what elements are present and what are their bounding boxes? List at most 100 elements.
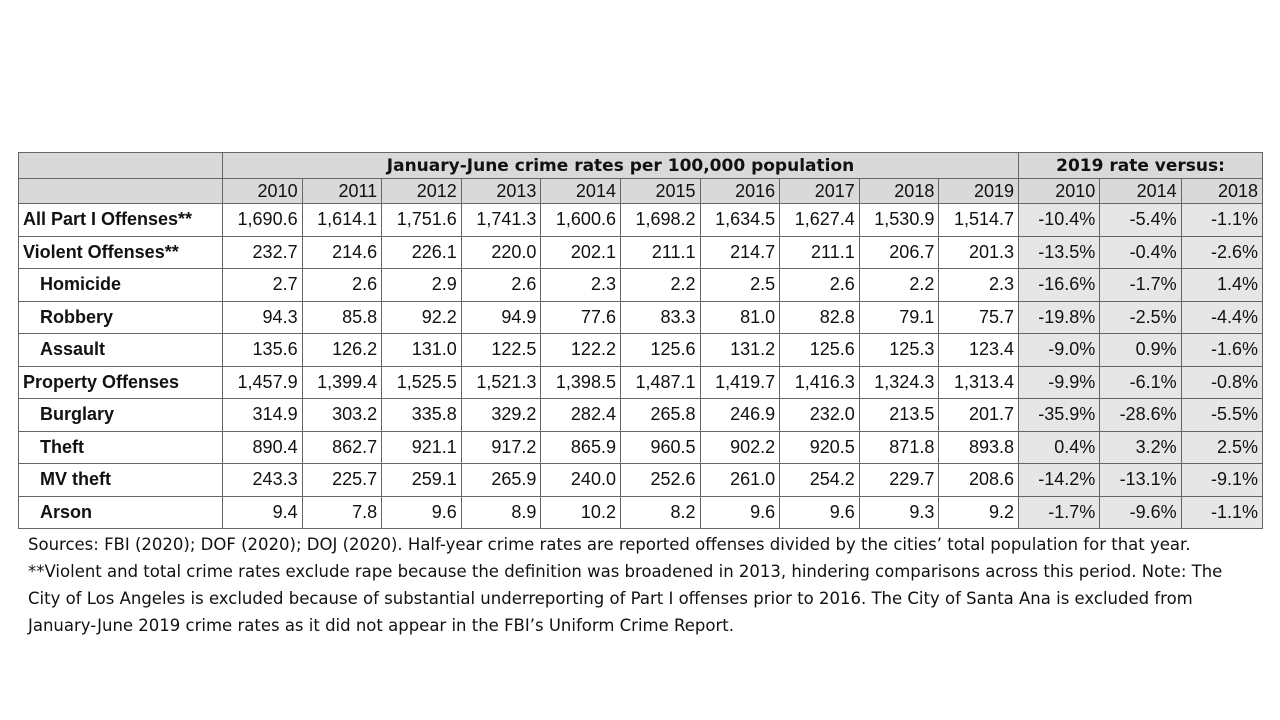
year-header: 2017	[779, 178, 860, 204]
row-label: Assault	[18, 333, 223, 367]
table-row: Theft 890.4 862.7 921.1 917.2 865.9 960.5 902.2…	[18, 430, 1264, 464]
rate-cell: 9.6	[779, 495, 860, 529]
rate-cell: 9.3	[858, 495, 940, 529]
rate-cell: 1,416.3	[779, 365, 860, 399]
rate-cell: 1,525.5	[381, 365, 462, 399]
change-cell: -5.4%	[1099, 203, 1182, 237]
rate-cell: 226.1	[381, 235, 462, 269]
crime-rates-table: January-June crime rates per 100,000 pop…	[18, 152, 1264, 529]
group-header-row: January-June crime rates per 100,000 pop…	[18, 152, 1263, 179]
rate-cell: 1,634.5	[699, 203, 781, 237]
change-cell: -0.4%	[1099, 235, 1182, 269]
table-row: Property Offenses 1,457.9 1,399.4 1,525.5 1,…	[18, 365, 1264, 399]
rate-cell: 902.2	[699, 430, 781, 464]
table-caption: Sources: FBI (2020); DOF (2020); DOJ (20…	[28, 535, 1223, 635]
table-row: Violent Offenses** 232.7 214.6 226.1 220.0 20…	[18, 235, 1264, 269]
change-cell: -35.9%	[1018, 398, 1101, 432]
year-header: 2019	[938, 178, 1020, 204]
table-row: Homicide 2.7 2.6 2.9 2.6 2.3 2.2 2.5 2.6 2.2 2.3 -1…	[18, 268, 1264, 302]
rate-cell: 208.6	[938, 463, 1020, 497]
rate-cell: 225.7	[301, 463, 383, 497]
change-cell: -1.1%	[1180, 203, 1264, 237]
rate-cell: 2.3	[938, 268, 1020, 302]
rate-cell: 211.1	[779, 235, 860, 269]
rate-cell: 2.9	[381, 268, 462, 302]
rate-cell: 282.4	[540, 398, 621, 432]
rate-cell: 917.2	[460, 430, 542, 464]
rate-cell: 1,398.5	[540, 365, 621, 399]
change-cell: -9.6%	[1099, 495, 1182, 529]
rate-cell: 1,698.2	[619, 203, 701, 237]
change-cell: 0.4%	[1018, 430, 1101, 464]
rate-cell: 7.8	[301, 495, 383, 529]
rate-cell: 131.2	[699, 333, 781, 367]
rate-cell: 246.9	[699, 398, 781, 432]
rate-cell: 125.6	[619, 333, 701, 367]
rate-cell: 10.2	[540, 495, 621, 529]
change-cell: -28.6%	[1099, 398, 1182, 432]
rate-cell: 243.3	[222, 463, 303, 497]
rate-cell: 202.1	[540, 235, 621, 269]
change-cell: 1.4%	[1180, 268, 1264, 302]
rate-cell: 8.9	[460, 495, 542, 529]
rate-cell: 77.6	[540, 300, 621, 334]
rate-cell: 1,399.4	[301, 365, 383, 399]
rate-cell: 126.2	[301, 333, 383, 367]
rate-cell: 81.0	[699, 300, 781, 334]
rate-cell: 201.7	[938, 398, 1020, 432]
rate-cell: 1,487.1	[619, 365, 701, 399]
change-cell: -1.7%	[1099, 268, 1182, 302]
rate-cell: 1,419.7	[699, 365, 781, 399]
rate-cell: 921.1	[381, 430, 462, 464]
rate-cell: 1,600.6	[540, 203, 621, 237]
rate-cell: 125.6	[779, 333, 860, 367]
rate-cell: 232.7	[222, 235, 303, 269]
rate-cell: 1,614.1	[301, 203, 383, 237]
table-row: Assault 135.6 126.2 131.0 122.5 122.2 125.6 131…	[18, 333, 1264, 367]
year-header: 2013	[460, 178, 542, 204]
rate-cell: 75.7	[938, 300, 1020, 334]
table-row: Burglary 314.9 303.2 335.8 329.2 282.4 265.8 24…	[18, 398, 1264, 432]
row-label: MV theft	[18, 463, 223, 497]
change-cell: -19.8%	[1018, 300, 1101, 334]
change-cell: 0.9%	[1099, 333, 1182, 367]
empty-corner	[18, 178, 223, 204]
rate-cell: 214.7	[699, 235, 781, 269]
rate-cell: 1,324.3	[858, 365, 940, 399]
year-header: 2018	[858, 178, 940, 204]
rate-cell: 254.2	[779, 463, 860, 497]
rate-cell: 871.8	[858, 430, 940, 464]
rate-cell: 229.7	[858, 463, 940, 497]
rate-cell: 240.0	[540, 463, 621, 497]
row-label: Theft	[18, 430, 223, 464]
compare-year-header: 2010	[1018, 178, 1101, 204]
rate-cell: 1,521.3	[460, 365, 542, 399]
rate-cell: 2.2	[858, 268, 940, 302]
rate-cell: 2.6	[460, 268, 542, 302]
change-cell: -1.1%	[1180, 495, 1264, 529]
rate-cell: 314.9	[222, 398, 303, 432]
rate-cell: 123.4	[938, 333, 1020, 367]
row-label: All Part I Offenses**	[18, 203, 223, 237]
rate-cell: 261.0	[699, 463, 781, 497]
rate-cell: 265.9	[460, 463, 542, 497]
rate-cell: 131.0	[381, 333, 462, 367]
year-header-row: 2010 2011 2012 2013 2014 2015 2016 2017 2018 2019…	[18, 178, 1264, 204]
rate-cell: 2.3	[540, 268, 621, 302]
rate-cell: 2.6	[301, 268, 383, 302]
change-cell: -2.5%	[1099, 300, 1182, 334]
change-cell: -13.1%	[1099, 463, 1182, 497]
rate-cell: 83.3	[619, 300, 701, 334]
rate-cell: 9.6	[381, 495, 462, 529]
rate-cell: 201.3	[938, 235, 1020, 269]
change-cell: -1.7%	[1018, 495, 1101, 529]
rate-cell: 1,457.9	[222, 365, 303, 399]
rate-cell: 865.9	[540, 430, 621, 464]
table-row: Robbery 94.3 85.8 92.2 94.9 77.6 83.3 81.0 82.8 7…	[18, 300, 1264, 334]
table-row: All Part I Offenses** 1,690.6 1,614.1 1,751…	[18, 203, 1264, 237]
rate-cell: 2.2	[619, 268, 701, 302]
year-header: 2015	[619, 178, 701, 204]
rate-cell: 211.1	[619, 235, 701, 269]
compare-year-header: 2014	[1099, 178, 1182, 204]
change-cell: 2.5%	[1180, 430, 1264, 464]
